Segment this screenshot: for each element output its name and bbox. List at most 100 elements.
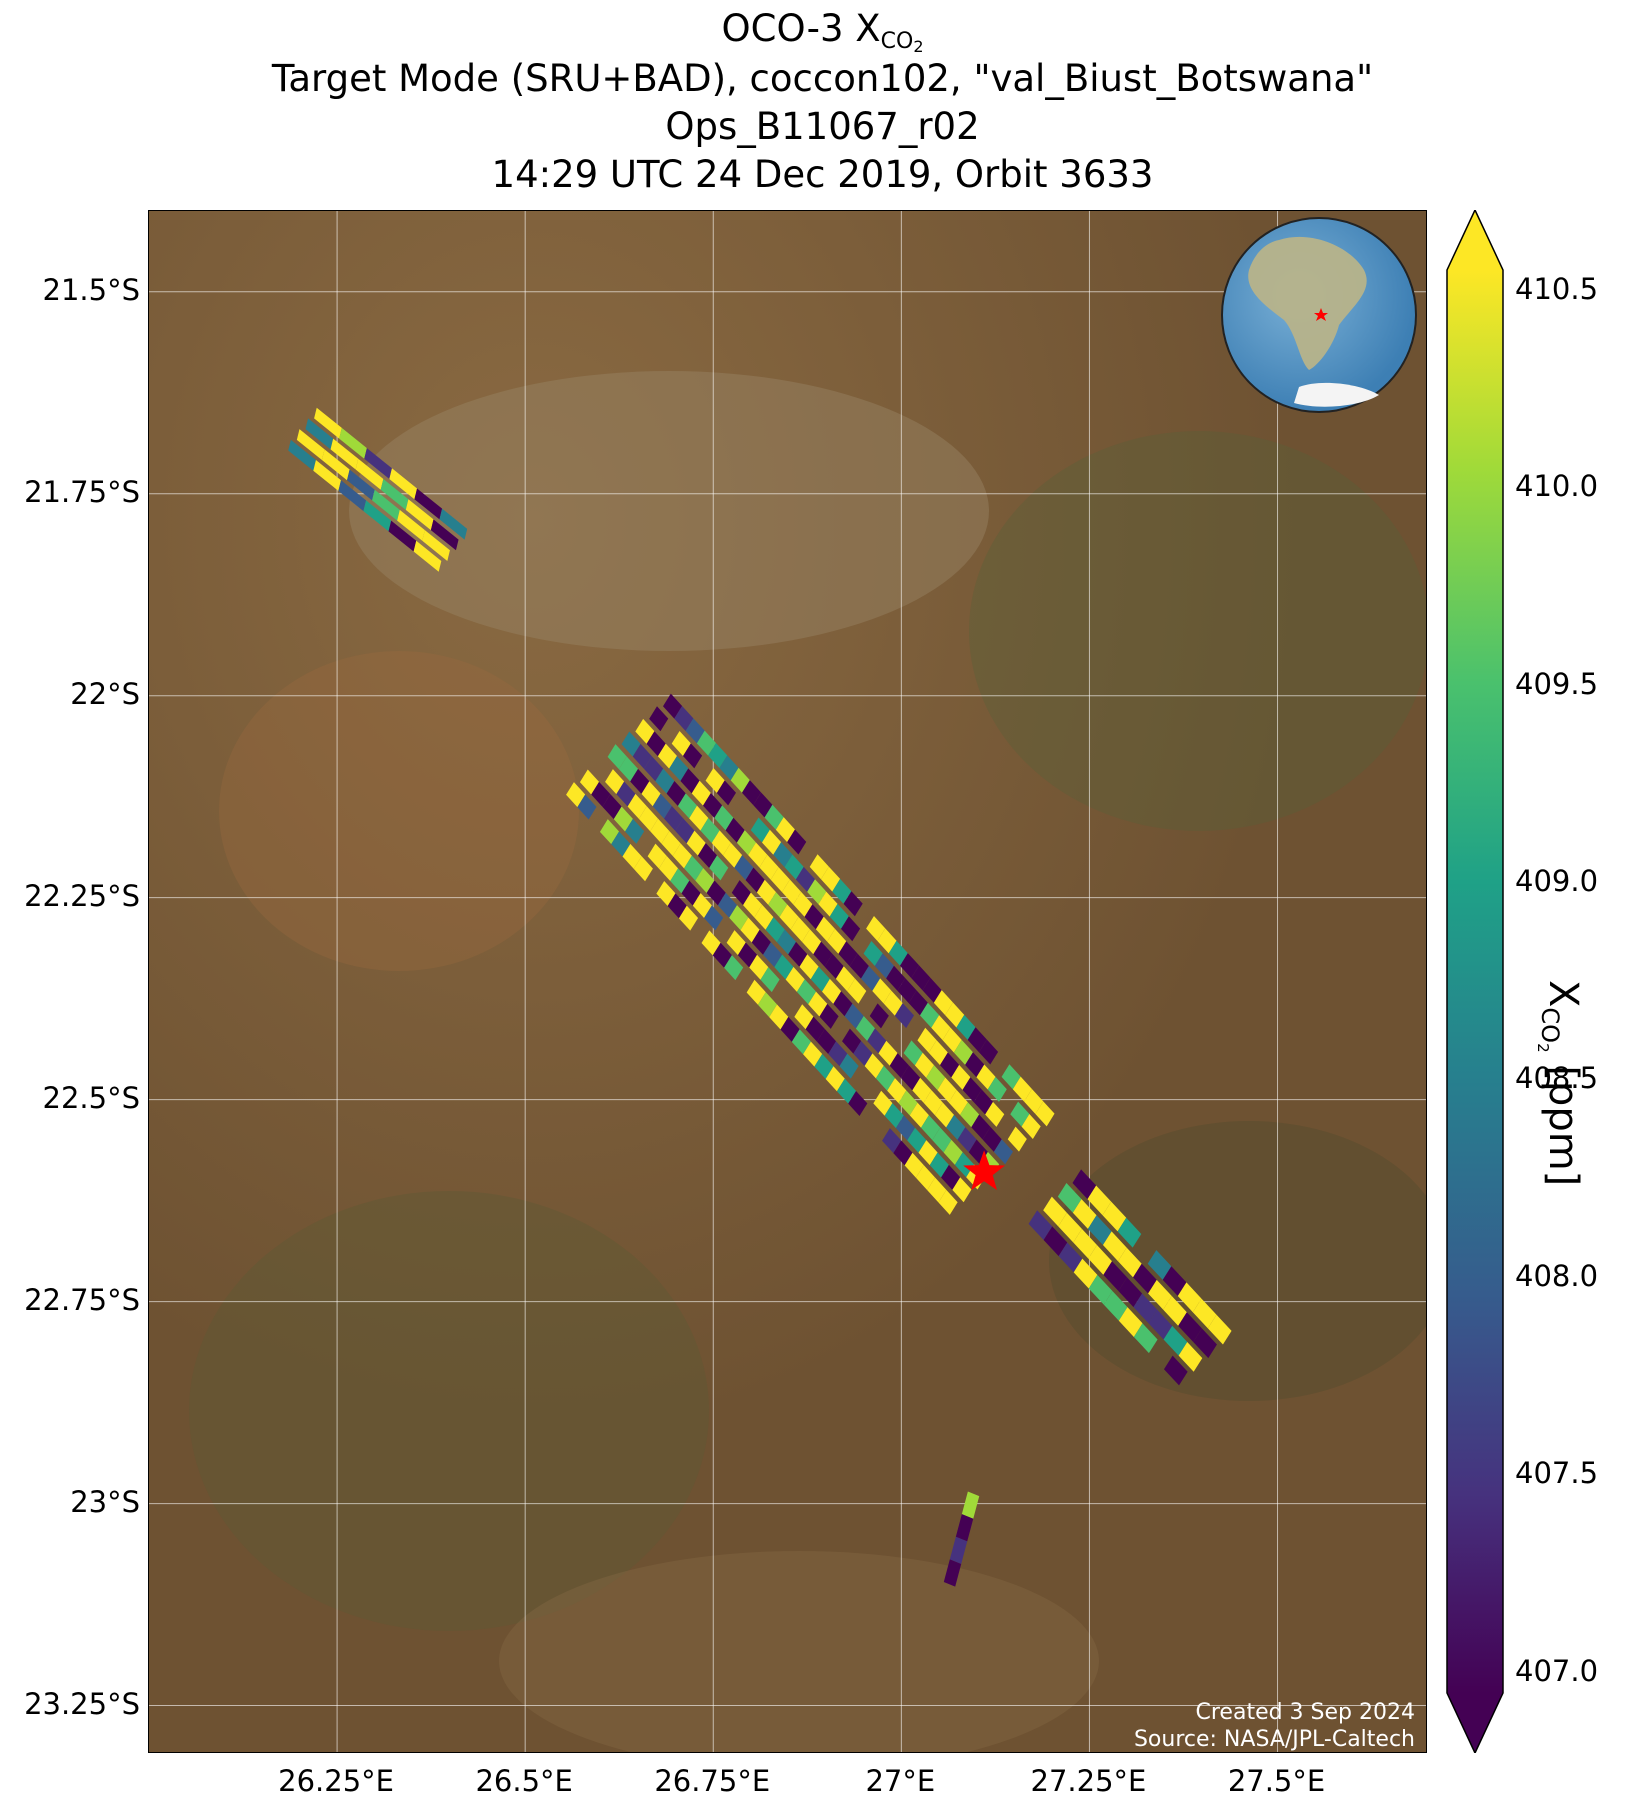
sounding-footprint <box>691 780 711 806</box>
colorbar-tick-label: 408.5 <box>1515 1061 1599 1096</box>
target-marker <box>963 1150 1005 1191</box>
sounding-footprint <box>1088 1245 1113 1275</box>
sounding-footprint <box>630 768 650 794</box>
sounding-footprint <box>893 1140 913 1166</box>
sounding-footprint <box>875 1065 896 1091</box>
sounding-footprint <box>1103 1261 1128 1291</box>
sounding-footprint <box>1117 1217 1142 1248</box>
sounding-footprint <box>872 978 892 1004</box>
sounding-footprint <box>895 1115 916 1141</box>
sounding-footprint <box>943 1139 963 1165</box>
sounding-footprint <box>618 756 639 782</box>
sounding-footprint <box>790 916 810 942</box>
lat-tick-label: 23.25°S <box>24 1686 140 1721</box>
map-panel[interactable] <box>148 210 1427 1753</box>
sounding-footprint <box>973 1089 993 1115</box>
sounding-footprint <box>616 781 636 807</box>
sounding-footprint <box>666 780 686 806</box>
sounding-footprint <box>819 1003 839 1029</box>
sounding-footprint <box>889 1053 909 1079</box>
sounding-footprint <box>948 1089 968 1115</box>
colorbar-extend-min <box>1447 1693 1503 1753</box>
created-date: Created 3 Sep 2024 <box>1195 1700 1416 1725</box>
lat-tick-label: 22.75°S <box>24 1282 140 1317</box>
sounding-footprint <box>743 892 763 918</box>
sounding-footprint <box>926 1065 946 1091</box>
sounding-footprint <box>838 941 858 967</box>
sounding-footprint <box>791 1029 811 1055</box>
sounding-footprint <box>768 892 788 918</box>
sounding-footprint <box>675 818 695 844</box>
sounding-footprint <box>647 843 667 869</box>
sounding-footprint <box>703 793 723 819</box>
sounding-footprint <box>804 904 824 930</box>
sounding-footprint <box>734 855 754 881</box>
sounding-footprint <box>1058 1212 1082 1243</box>
sounding-footprint <box>314 407 342 439</box>
sounding-footprint <box>949 1536 968 1565</box>
sounding-footprint <box>579 769 600 795</box>
sounding-footprint <box>833 991 853 1017</box>
sounding-footprint <box>746 979 766 1005</box>
sounding-footprint <box>828 1041 848 1067</box>
sounding-footprint <box>1035 1101 1055 1127</box>
sounding-footprint <box>605 769 625 795</box>
sounding-footprint <box>658 855 679 881</box>
sounding-footprint <box>695 868 715 894</box>
sounding-footprint <box>886 965 906 991</box>
sounding-footprint <box>754 904 774 930</box>
sounding-footprint <box>1148 1309 1173 1340</box>
sounding-footprint <box>835 966 856 992</box>
sounding-footprint <box>1163 1296 1187 1326</box>
sounding-footprint <box>621 731 641 757</box>
sounding-footprint <box>757 992 778 1018</box>
sounding-footprint <box>649 706 669 732</box>
sounding-footprint <box>840 916 861 942</box>
sounding-footprint <box>1012 1076 1032 1102</box>
sounding-footprint <box>863 941 883 967</box>
sounding-footprint <box>842 1028 862 1054</box>
sounding-footprint <box>904 1152 924 1178</box>
sounding-footprint <box>330 438 359 470</box>
sounding-footprint <box>288 439 316 471</box>
sounding-footprint <box>874 953 894 979</box>
sounding-footprint <box>780 1016 800 1042</box>
sounding-footprint <box>414 488 443 520</box>
sounding-footprint <box>897 978 917 1004</box>
sounding-footprint <box>701 930 721 956</box>
sounding-footprint <box>788 941 808 967</box>
inset-globe <box>1221 217 1417 413</box>
sounding-footprint <box>684 855 704 881</box>
terrain-patch <box>349 371 989 651</box>
terrain-patch <box>969 431 1426 831</box>
sounding-footprint <box>662 693 683 719</box>
sounding-footprint <box>918 1140 938 1166</box>
terrain-patch <box>219 651 579 971</box>
sounding-footprint <box>745 867 765 893</box>
sounding-footprint <box>669 755 689 781</box>
lon-tick-label: 27.25°E <box>1030 1764 1147 1798</box>
sounding-footprint <box>1043 1226 1068 1257</box>
sounding-footprint <box>1177 1282 1202 1313</box>
sounding-footprint <box>1162 1266 1187 1297</box>
sounding-footprint <box>683 743 703 769</box>
antarctica-shape <box>1294 382 1379 407</box>
title-line-3: Ops_B11067_r02 <box>665 105 980 148</box>
sounding-footprint <box>824 953 844 979</box>
sounding-footprint <box>692 893 712 919</box>
sounding-footprint <box>602 794 622 820</box>
sounding-footprint <box>774 954 794 980</box>
sounding-footprint <box>940 1052 960 1078</box>
sounding-footprint <box>877 928 897 954</box>
lon-tick-label: 26.5°E <box>475 1764 573 1798</box>
sounding-footprint <box>680 768 700 794</box>
sounding-footprint <box>730 767 750 793</box>
sounding-footprint <box>305 418 334 450</box>
sounding-footprint <box>957 1127 977 1153</box>
source-credit: Source: NASA/JPL-Caltech <box>1133 1727 1415 1752</box>
sounding-footprint <box>661 830 681 856</box>
lon-tick-label: 26.75°E <box>654 1764 771 1798</box>
sounding-footprint <box>867 1028 887 1054</box>
sounding-footprint <box>878 1040 898 1066</box>
terrain-patch <box>499 1551 1099 1752</box>
